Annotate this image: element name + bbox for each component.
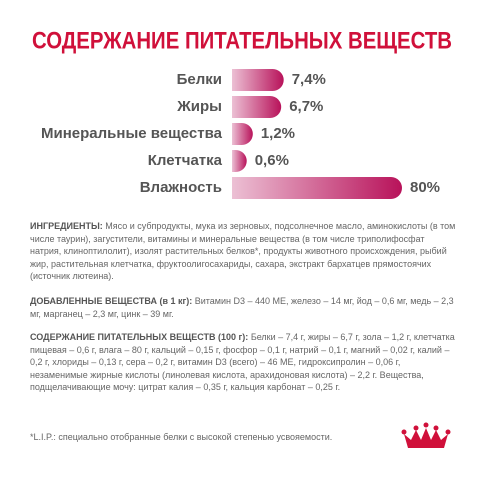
category-label: Минеральные вещества: [41, 125, 223, 142]
bar: [232, 177, 402, 199]
category-label: Влажность: [140, 179, 222, 196]
category-label: Белки: [177, 71, 222, 88]
value-label: 0,6%: [255, 152, 289, 169]
bar: [232, 123, 253, 145]
bar: [232, 69, 284, 92]
logo: [401, 422, 451, 448]
additives: ДОБАВЛЕННЫЕ ВЕЩЕСТВА (в 1 кг): Витамин D…: [30, 295, 458, 320]
footnote: *L.I.P.: специально отобранные белки с в…: [30, 432, 333, 442]
bar: [232, 150, 247, 172]
category-label: Жиры: [176, 98, 222, 115]
ingredients: ИНГРЕДИЕНТЫ: Мясо и субпродукты, мука из…: [30, 220, 458, 283]
text: Белки – 7,4 г, жиры – 6,7 г, зола – 1,2 …: [30, 332, 455, 392]
nutrients: СОДЕРЖАНИЕ ПИТАТЕЛЬНЫХ ВЕЩЕСТВ (100 г): …: [30, 331, 458, 394]
label: ИНГРЕДИЕНТЫ:: [30, 221, 103, 231]
bar: [232, 96, 282, 118]
category-label: Клетчатка: [148, 152, 223, 169]
label: СОДЕРЖАНИЕ ПИТАТЕЛЬНЫХ ВЕЩЕСТВ (100 г):: [30, 332, 249, 342]
text: Мясо и субпродукты, мука из зерновых, по…: [30, 221, 456, 281]
value-label: 80%: [410, 179, 440, 196]
value-label: 7,4%: [292, 71, 326, 88]
chart-title: СОДЕРЖАНИЕ ПИТАТЕЛЬНЫХ ВЕЩЕСТВ: [32, 27, 452, 54]
value-label: 1,2%: [261, 125, 295, 142]
label: ДОБАВЛЕННЫЕ ВЕЩЕСТВА (в 1 кг):: [30, 296, 193, 306]
text: Витамин D3 – 440 МЕ, железо – 14 мг, йод…: [30, 296, 454, 319]
value-label: 6,7%: [289, 98, 323, 115]
